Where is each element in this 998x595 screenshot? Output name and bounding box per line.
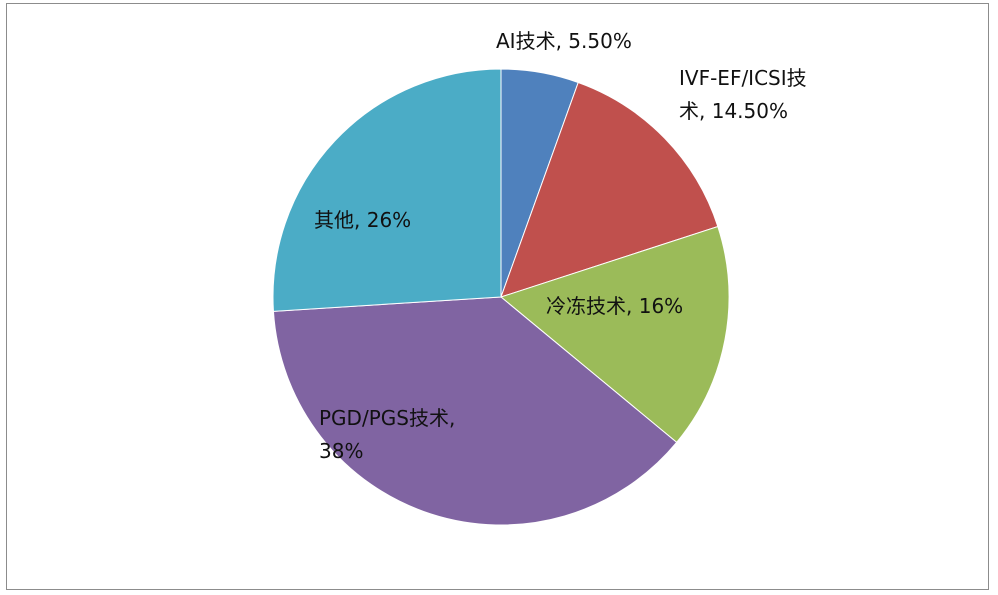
chart-frame: AI技术, 5.50% IVF-EF/ICSI技术, 14.50% 冷冻技术, 16… [6,3,989,590]
pie-chart: AI技术, 5.50% IVF-EF/ICSI技术, 14.50% 冷冻技术, 16… [272,29,807,526]
pie-slice-5 [272,68,502,312]
slice-label-line: 术, 14.50% [679,99,788,123]
slice-label-1: AI技术, 5.50% [496,29,632,53]
slice-label-line: AI技术, 5.50% [496,29,632,53]
slice-label-line: 38% [319,439,363,463]
slice-label-line: IVF-EF/ICSI技 [679,66,807,90]
slice-label-line: 冷冻技术, 16% [546,294,683,318]
slice-label-5: 其他, 26% [314,208,411,232]
slice-label-4: PGD/PGS技术, 38% [319,406,455,463]
pie-slice-4 [272,296,678,526]
slice-label-2: IVF-EF/ICSI技术, 14.50% [679,66,807,123]
slice-label-3: 冷冻技术, 16% [546,294,683,318]
slice-label-line: PGD/PGS技术, [319,406,455,430]
pie-slice-2 [500,81,719,298]
pie-slice-3 [499,225,730,444]
slice-label-line: 其他, 26% [314,208,411,232]
